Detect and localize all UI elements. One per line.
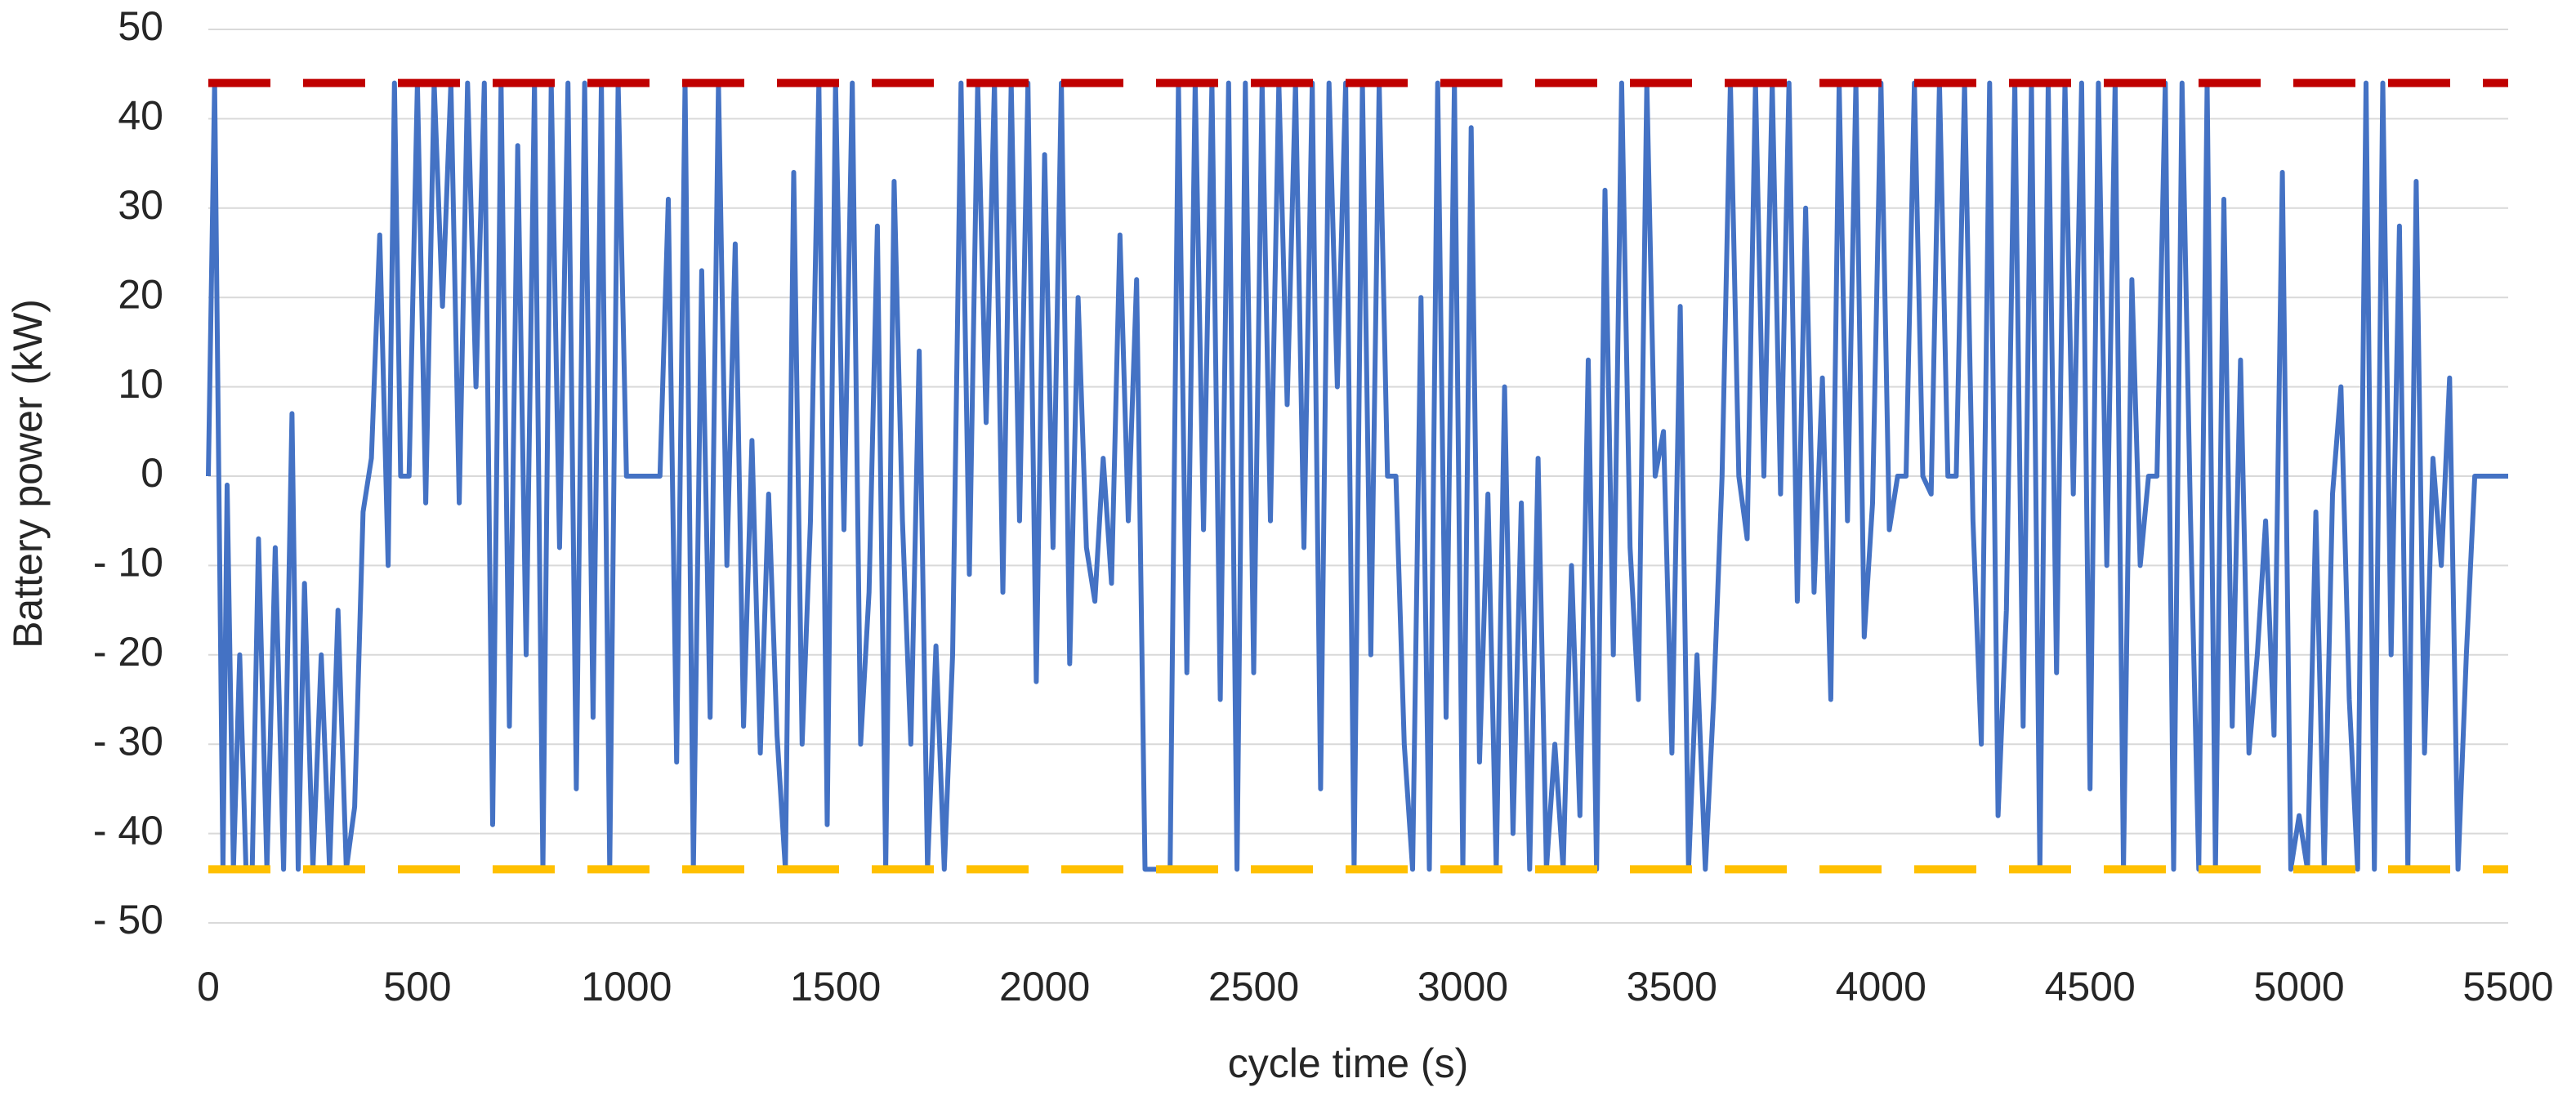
- x-tick-label: 500: [383, 964, 451, 1009]
- y-tick-label: 20: [118, 271, 163, 317]
- y-axis-title: Battery power (kW): [5, 299, 51, 648]
- y-tick-label: - 50: [93, 897, 163, 942]
- y-tick-label: - 20: [93, 629, 163, 675]
- y-tick-label: 30: [118, 182, 163, 228]
- y-tick-label: - 40: [93, 808, 163, 853]
- x-tick-label: 5000: [2253, 964, 2344, 1009]
- data-line: [206, 80, 2508, 872]
- x-tick-label: 3500: [1627, 964, 1717, 1009]
- x-tick-label: 1500: [790, 964, 881, 1009]
- x-tick-label: 0: [197, 964, 220, 1009]
- x-axis-title: cycle time (s): [1228, 1040, 1468, 1086]
- x-tick-label: 4000: [1836, 964, 1926, 1009]
- y-tick-label: 10: [118, 361, 163, 407]
- x-tick-label: 5500: [2462, 964, 2553, 1009]
- y-tick-label: 50: [118, 3, 163, 49]
- x-tick-label: 2500: [1208, 964, 1299, 1009]
- x-tick-label: 3000: [1417, 964, 1508, 1009]
- y-tick-label: 0: [141, 450, 163, 496]
- x-tick-label: 4500: [2045, 964, 2136, 1009]
- y-tick-label: 40: [118, 93, 163, 139]
- y-tick-label: - 30: [93, 718, 163, 764]
- y-tick-label: - 10: [93, 540, 163, 586]
- x-tick-label: 2000: [999, 964, 1090, 1009]
- x-tick-label: 1000: [581, 964, 672, 1009]
